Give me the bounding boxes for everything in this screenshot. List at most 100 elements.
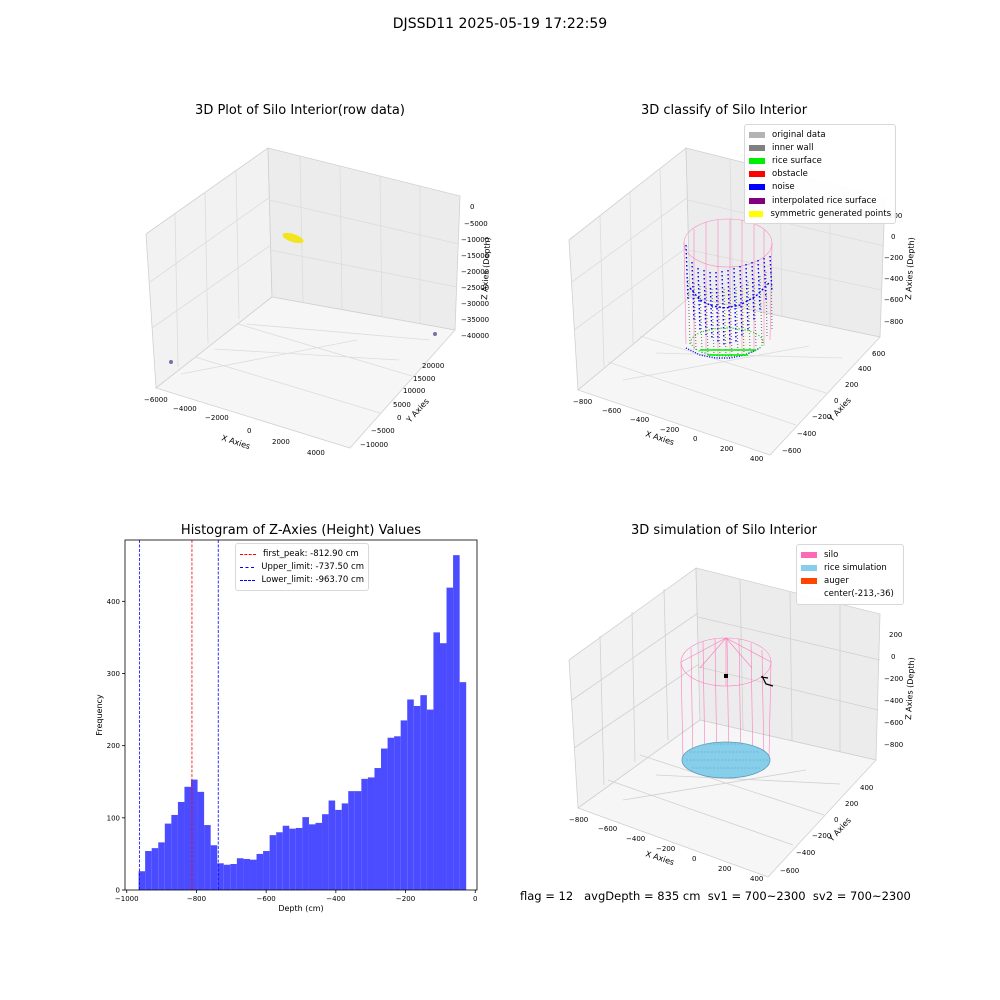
p1-xtick: −6000	[144, 396, 168, 404]
legend-label: Lower_limit: -963.70 cm	[261, 574, 364, 585]
x-tick-label: 0	[473, 895, 477, 903]
legend-label: center(-213,-36)	[824, 589, 894, 600]
p2-xtick: 200	[720, 445, 733, 453]
p1-ztick: −15000	[461, 252, 489, 260]
p4-ztick: −400	[884, 697, 903, 705]
histogram-bar	[387, 737, 395, 890]
histogram-bar	[426, 709, 434, 890]
legend-swatch	[749, 184, 765, 191]
panel3-title: Histogram of Z-Axies (Height) Values	[180, 523, 422, 538]
legend-swatch	[801, 551, 817, 558]
y-tick-label: 0	[116, 887, 120, 895]
y-tick-label: 200	[107, 742, 120, 750]
p1-ztick: −10000	[461, 236, 489, 244]
panel4-auger	[724, 674, 774, 687]
p1-zlabel: Z Axies (Depth)	[480, 237, 492, 300]
p4-ytick: 400	[860, 784, 873, 792]
p4-ztick: −600	[884, 719, 903, 727]
panel4-legend: silo rice simulation auger center(-213,-…	[796, 544, 904, 605]
p1-ztick: 0	[470, 203, 474, 211]
histogram-xlabel: Depth (cm)	[278, 904, 323, 913]
p4-xtick: −400	[626, 835, 645, 843]
p1-ztick: −30000	[461, 300, 489, 308]
legend-swatch	[240, 579, 255, 581]
panel2-inner-wall-points	[687, 267, 773, 359]
x-tick-label: −200	[396, 895, 415, 903]
p1-ytick: −5000	[371, 427, 395, 435]
p1-xtick: 2000	[272, 438, 290, 446]
p1-xtick: 0	[247, 427, 251, 435]
p1-ztick: −20000	[461, 268, 489, 276]
p4-xtick: −200	[656, 845, 675, 853]
p4-ytick: −400	[796, 849, 815, 857]
legend-item: auger	[801, 574, 899, 587]
p4-ytick: −200	[812, 832, 831, 840]
legend-item: rice surface	[749, 154, 891, 167]
histogram-bar	[256, 853, 264, 890]
legend-swatch	[749, 171, 765, 178]
legend-swatch	[749, 210, 764, 217]
p2-xtick: 400	[750, 455, 763, 463]
p4-ytick: 0	[834, 816, 838, 824]
p1-ztick: −40000	[461, 332, 489, 340]
legend-swatch	[801, 591, 817, 597]
p2-xtick: −600	[602, 407, 621, 415]
p4-ztick: 0	[891, 653, 895, 661]
histogram-bar	[446, 587, 454, 890]
histogram-y-ticks: 0 100 200 300 400	[107, 598, 125, 895]
x-tick-label: −800	[187, 895, 206, 903]
p2-xtick: 0	[693, 435, 697, 443]
histogram-bar	[223, 864, 231, 890]
p1-ytick: −10000	[360, 441, 388, 449]
histogram-frame	[124, 539, 478, 891]
p1-ztick: −35000	[461, 316, 489, 324]
p2-ztick: −600	[884, 296, 903, 304]
legend-label: noise	[772, 182, 795, 193]
p2-ztick: −400	[884, 275, 903, 283]
panel2-noise-points	[685, 244, 773, 359]
histogram-bar	[361, 778, 368, 890]
panel4-rice-simulation	[681, 741, 771, 779]
panel4-3d-plot: −800 −600 −400 −200 0 200 400 −600 −400 …	[568, 567, 916, 883]
panel2-legend: original data inner wall rice surface ob…	[744, 124, 896, 225]
legend-label: silo	[824, 549, 839, 560]
histogram-bar	[217, 863, 224, 890]
legend-item: interpolated rice surface	[749, 194, 891, 207]
histogram-bar	[322, 814, 329, 890]
legend-item: Upper_limit: -737.50 cm	[240, 560, 364, 573]
p2-xtick: −200	[660, 426, 679, 434]
legend-label: Upper_limit: -737.50 cm	[261, 561, 364, 572]
p2-ytick: −400	[797, 430, 816, 438]
p1-ztick: −25000	[461, 284, 489, 292]
figure-title: DJSSD11 2025-05-19 17:22:59	[392, 16, 608, 32]
legend-label: rice surface	[772, 155, 822, 166]
p4-xtick: −600	[598, 825, 617, 833]
legend-item: silo	[801, 548, 899, 561]
legend-swatch	[240, 553, 256, 555]
y-tick-label: 300	[107, 670, 120, 678]
x-tick-label: −600	[257, 895, 276, 903]
histogram-bar	[263, 851, 270, 890]
histogram-bar	[236, 858, 244, 890]
histogram-chart: −1000 −800 −600 −400 −200 0 0 100 200 300 400 Dep…	[95, 539, 478, 913]
histogram-bar	[394, 736, 401, 890]
legend-swatch	[749, 144, 765, 151]
p2-ztick: −200	[884, 254, 903, 262]
p4-ytick: 200	[845, 800, 858, 808]
legend-item: first_peak: -812.90 cm	[240, 547, 364, 560]
legend-swatch	[749, 197, 765, 204]
p2-xtick: −800	[573, 398, 592, 406]
histogram-bar	[407, 699, 414, 890]
panel2-title: 3D classify of Silo Interior	[640, 103, 808, 118]
p4-xtick: 0	[692, 855, 696, 863]
p4-ztick: 200	[889, 631, 902, 639]
p1-xtick: 4000	[307, 449, 325, 457]
p4-xtick: −800	[569, 816, 588, 824]
histogram-bar	[302, 817, 309, 890]
legend-label: rice simulation	[824, 562, 887, 573]
legend-label: interpolated rice surface	[772, 195, 877, 206]
histogram-bar	[420, 695, 427, 890]
x-tick-label: −1000	[115, 895, 139, 903]
histogram-bar	[439, 643, 447, 890]
legend-label: obstacle	[772, 169, 808, 180]
